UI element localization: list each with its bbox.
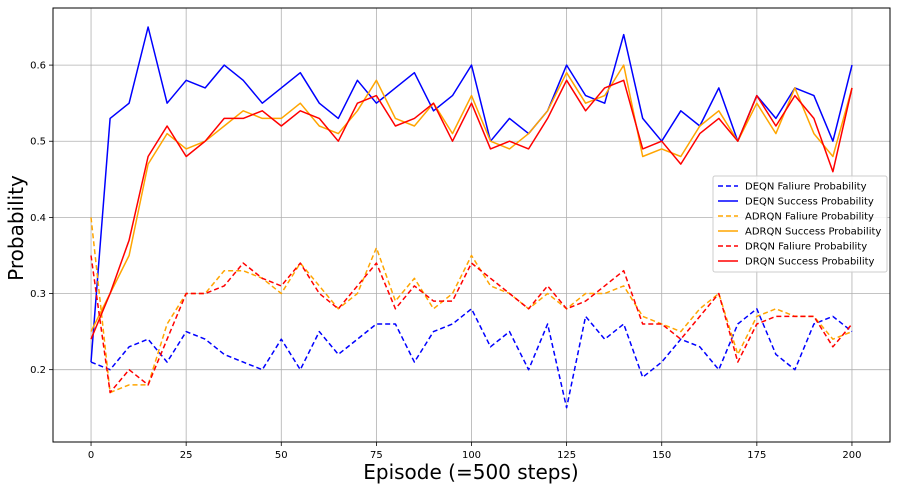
series-line-2 xyxy=(90,217,853,394)
x-tick-label: 0 xyxy=(88,450,94,461)
legend-label-5: DRQN Success Probability xyxy=(745,257,875,268)
y-tick-label: 0.6 xyxy=(30,61,46,72)
x-tick-label: 175 xyxy=(747,450,766,461)
x-tick-label: 75 xyxy=(370,450,383,461)
x-tick-label: 50 xyxy=(275,450,288,461)
y-axis-ticks: 0.2 0.3 0.4 0.5 0.6 xyxy=(30,61,53,376)
series-group xyxy=(90,26,853,409)
series-line-1 xyxy=(90,26,853,363)
x-axis-ticks: 0 25 50 75 100 125 150 175 200 xyxy=(88,442,862,461)
legend-label-3: ADRQN Success Probability xyxy=(745,227,881,238)
series-line-3 xyxy=(90,64,853,332)
y-tick-label: 0.2 xyxy=(30,365,46,376)
x-tick-label: 25 xyxy=(180,450,193,461)
legend: DEQN Faliure Probability DEQN Success Pro… xyxy=(712,175,888,273)
legend-box xyxy=(712,175,888,273)
y-tick-label: 0.4 xyxy=(30,213,46,224)
legend-label-2: ADRQN Faliure Probability xyxy=(745,212,874,223)
x-tick-label: 125 xyxy=(557,450,576,461)
legend-label-4: DRQN Faliure Probability xyxy=(745,242,867,253)
series-line-4 xyxy=(90,255,853,394)
legend-items: DEQN Faliure Probability DEQN Success Pro… xyxy=(718,182,881,268)
x-axis-label: Episode (=500 steps) xyxy=(363,460,578,484)
y-tick-label: 0.3 xyxy=(30,289,46,300)
y-axis-label: Probability xyxy=(4,175,28,281)
x-tick-label: 200 xyxy=(842,450,861,461)
series-line-5 xyxy=(90,79,853,340)
y-tick-label: 0.5 xyxy=(30,137,46,148)
x-tick-label: 100 xyxy=(462,450,481,461)
x-tick-label: 150 xyxy=(652,450,671,461)
legend-label-1: DEQN Success Probability xyxy=(745,197,874,208)
legend-label-0: DEQN Faliure Probability xyxy=(745,182,867,193)
